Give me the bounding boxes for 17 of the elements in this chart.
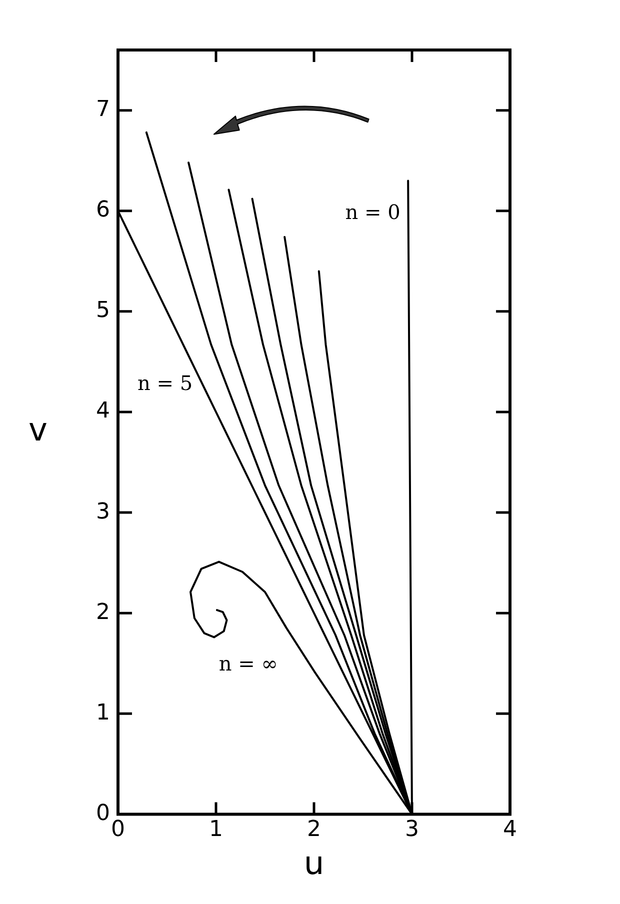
y-tick-label: 1 bbox=[96, 700, 110, 726]
y-tick-label: 3 bbox=[96, 499, 110, 524]
y-tick-label: 4 bbox=[96, 398, 110, 424]
x-tick-label: 2 bbox=[307, 817, 321, 842]
annotation: n = ∞ bbox=[218, 652, 278, 676]
x-tick-label: 3 bbox=[405, 817, 419, 842]
y-tick-label: 2 bbox=[96, 600, 110, 625]
annotation: n = 0 bbox=[345, 200, 400, 224]
y-tick-label: 5 bbox=[96, 298, 110, 324]
y-tick-label: 7 bbox=[96, 97, 110, 122]
x-tick-label: 1 bbox=[209, 817, 223, 842]
x-axis-title: u bbox=[304, 844, 324, 882]
annotation: n = 5 bbox=[138, 371, 193, 396]
x-tick-label: 4 bbox=[503, 817, 517, 842]
y-axis-title: v bbox=[28, 410, 48, 448]
y-tick-label: 6 bbox=[96, 198, 110, 223]
y-tick-label: 0 bbox=[96, 800, 110, 826]
